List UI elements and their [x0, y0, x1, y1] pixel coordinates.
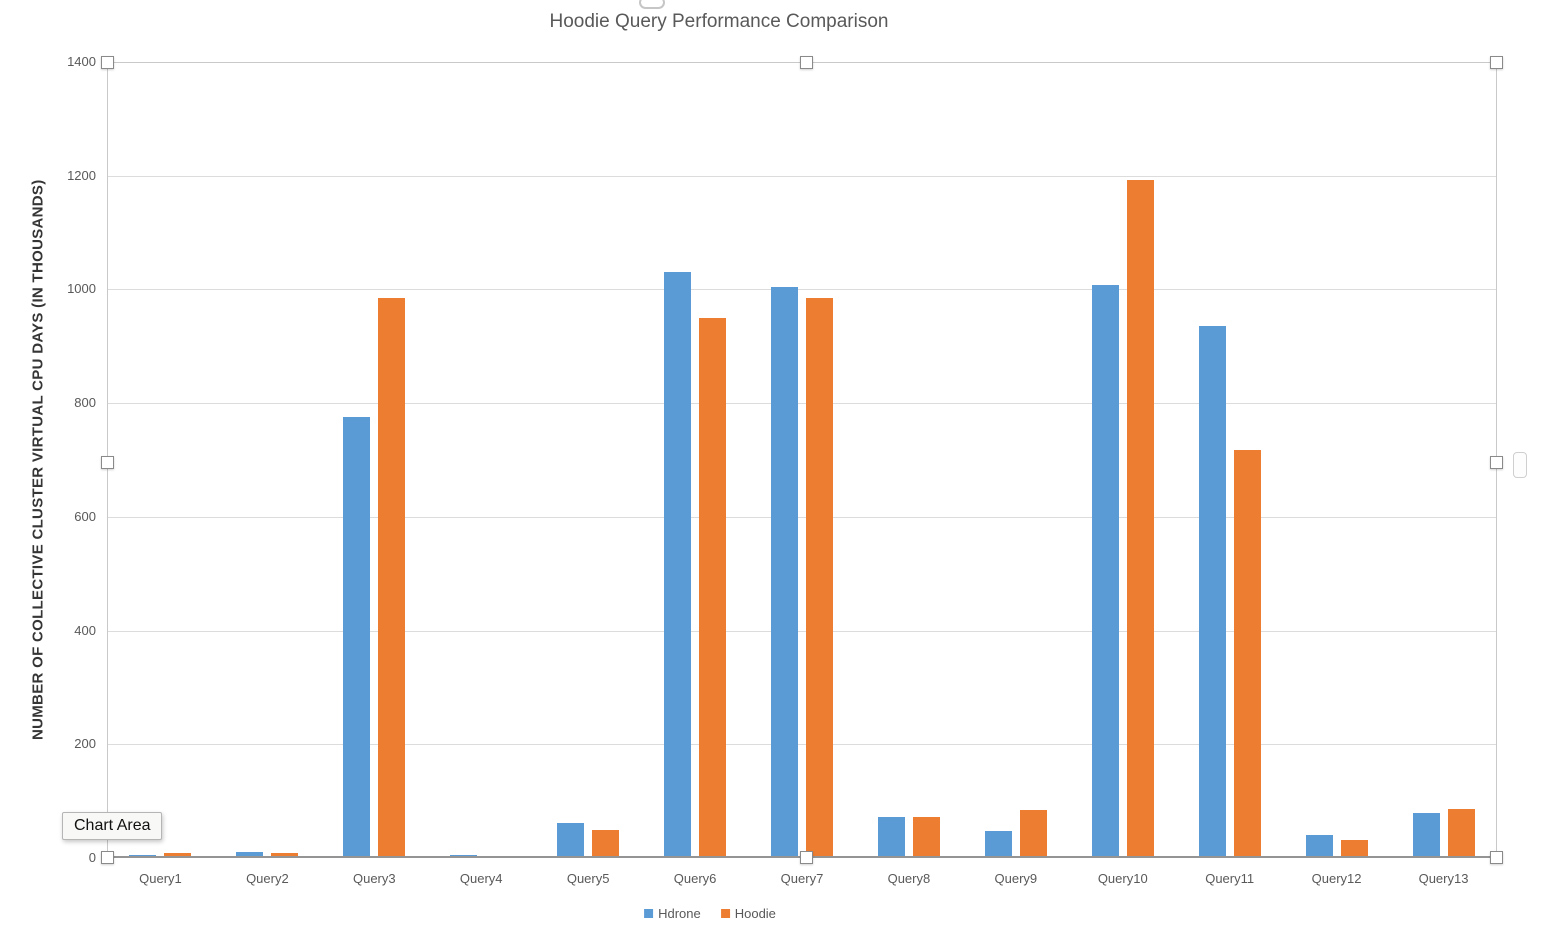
bar-hoodie-query5[interactable]	[592, 829, 620, 858]
chart-title[interactable]: Hoodie Query Performance Comparison	[549, 11, 889, 32]
gridline-600	[108, 516, 1496, 518]
bar-hoodie-query1[interactable]	[164, 852, 192, 858]
x-category-label-query7: Query7	[780, 871, 824, 886]
x-category-label-query13: Query13	[1418, 871, 1469, 886]
legend-item-hoodie[interactable]: Hoodie	[720, 906, 776, 921]
x-category-label-query8: Query8	[887, 871, 931, 886]
legend-label-hdrone: Hdrone	[658, 906, 701, 921]
bar-hoodie-query7[interactable]	[806, 297, 833, 858]
y-tick-label-200: 200	[74, 736, 96, 752]
bar-hoodie-query9[interactable]	[1019, 810, 1047, 858]
bar-hdrone-query7[interactable]	[771, 286, 798, 858]
resize-handle-bottom-right[interactable]	[1490, 851, 1503, 864]
resize-handle-bottom-left[interactable]	[101, 851, 114, 864]
bar-hdrone-query8[interactable]	[877, 817, 905, 858]
y-tick-label-800: 800	[74, 395, 96, 411]
bar-hdrone-query12[interactable]	[1305, 835, 1333, 858]
resize-handle-middle-right[interactable]	[1490, 456, 1503, 469]
chart-legend[interactable]: Hdrone Hoodie	[644, 906, 776, 921]
resize-handle-middle-left[interactable]	[101, 456, 114, 469]
x-category-label-query1: Query1	[139, 871, 182, 886]
x-category-label-query2: Query2	[246, 871, 289, 886]
x-category-label-query10: Query10	[1097, 871, 1148, 886]
resize-handle-bottom-center[interactable]	[800, 851, 813, 864]
x-category-label-query4: Query4	[459, 871, 503, 886]
chart-area-tooltip: Chart Area	[62, 812, 163, 840]
resize-handle-top-left[interactable]	[101, 56, 114, 69]
bar-hdrone-query11[interactable]	[1198, 326, 1226, 858]
bar-hoodie-query13[interactable]	[1447, 809, 1475, 858]
x-category-label-query9: Query9	[994, 871, 1038, 886]
y-tick-label-400: 400	[74, 622, 96, 638]
gridline-1200	[108, 175, 1496, 177]
y-tick-label-1000: 1000	[67, 281, 96, 297]
gridline-200	[108, 744, 1496, 746]
resize-handle-top-right[interactable]	[1490, 56, 1503, 69]
bar-hdrone-query3[interactable]	[343, 417, 371, 858]
legend-swatch-hdrone	[644, 909, 654, 918]
x-category-label-query6: Query6	[673, 871, 717, 886]
x-category-label-query12: Query12	[1311, 871, 1362, 886]
y-tick-label-0: 0	[88, 850, 96, 865]
legend-swatch-hoodie	[720, 909, 730, 918]
bar-hdrone-query2[interactable]	[236, 852, 264, 858]
y-tick-label-600: 600	[74, 508, 96, 524]
chart-area-frame[interactable]	[101, 56, 1503, 864]
bar-hdrone-query6[interactable]	[664, 272, 692, 858]
legend-item-hdrone[interactable]: Hdrone	[644, 906, 701, 921]
bar-hdrone-query10[interactable]	[1091, 284, 1119, 858]
bar-hdrone-query13[interactable]	[1412, 813, 1440, 858]
x-category-label-query11: Query11	[1205, 871, 1255, 886]
x-category-label-query3: Query3	[352, 871, 396, 886]
bar-hoodie-query3[interactable]	[378, 297, 406, 858]
y-tick-label-1200: 1200	[67, 167, 96, 183]
bar-hoodie-query10[interactable]	[1126, 180, 1154, 858]
gridline-400	[108, 630, 1496, 632]
gridline-800	[108, 403, 1496, 405]
bar-hoodie-query8[interactable]	[912, 817, 940, 858]
bar-hdrone-query5[interactable]	[557, 822, 585, 858]
bar-hoodie-query6[interactable]	[699, 317, 727, 858]
resize-handle-top-center[interactable]	[800, 56, 813, 69]
bar-hoodie-query12[interactable]	[1340, 839, 1368, 858]
x-category-label-query5: Query5	[566, 871, 610, 886]
legend-label-hoodie: Hoodie	[734, 906, 776, 921]
chart-side-button-partial[interactable]	[1513, 452, 1527, 478]
bar-hoodie-query11[interactable]	[1233, 449, 1261, 858]
bar-hdrone-query9[interactable]	[984, 831, 1012, 858]
gridline-1000	[108, 289, 1496, 291]
rotation-handle-partial[interactable]	[639, 0, 665, 9]
bar-hoodie-query2[interactable]	[271, 852, 299, 858]
y-tick-label-1400: 1400	[67, 54, 96, 69]
